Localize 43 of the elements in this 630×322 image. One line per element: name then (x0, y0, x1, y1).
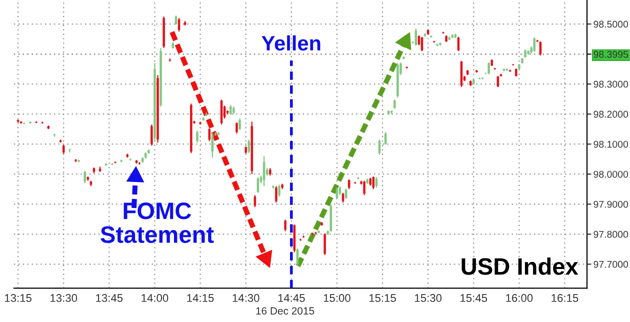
y-tick-label: 98.5000 (594, 20, 628, 28)
y-tick-label: 98.3995 (594, 50, 628, 58)
x-tick-label: 16:00 (506, 294, 533, 302)
y-tick-label: 97.7000 (594, 260, 628, 268)
candlestick (196, 130, 198, 144)
candlestick (278, 184, 280, 198)
candlestick (150, 124, 153, 146)
candlestick (199, 121, 202, 126)
candlestick (208, 128, 211, 142)
ref-line-label: Yellen (262, 35, 320, 51)
candlestick (238, 118, 241, 130)
y-tick-label: 98.2000 (594, 110, 628, 118)
candlestick (248, 139, 250, 154)
candlestick (275, 186, 278, 204)
y-tick-label: 98.3000 (594, 80, 628, 88)
x-tick-label: 16:15 (552, 294, 578, 302)
candlestick (488, 62, 490, 75)
candlestick (236, 122, 238, 134)
x-tick-label: 13:45 (96, 294, 123, 302)
x-tick-label: 13:15 (4, 294, 32, 302)
x-tick-label: 15:30 (415, 294, 442, 302)
candlestick (394, 99, 396, 110)
x-axis-title: 16 Dec 2015 (256, 307, 314, 315)
candlestick (363, 180, 366, 196)
candlestick (230, 104, 232, 116)
annotation: FOMC Statement (100, 202, 214, 243)
candlestick (284, 219, 286, 232)
x-tick-label: 15:00 (324, 294, 350, 302)
y-tick-label: 98.0000 (594, 170, 628, 178)
y-tick-label: 97.8000 (594, 230, 628, 238)
candlestick (533, 36, 536, 52)
x-tick-label: 14:15 (187, 294, 214, 302)
candlestick (324, 233, 326, 256)
x-tick-label: 15:45 (460, 294, 488, 302)
candlestick (84, 170, 86, 184)
x-tick-label: 15:15 (369, 294, 396, 302)
text: USD Index (462, 258, 578, 275)
x-tick-label: 14:45 (278, 294, 305, 302)
x-tick-label: 13:30 (50, 294, 78, 302)
y-tick-label: 98.1000 (594, 140, 628, 148)
x-tick-label: 14:00 (142, 294, 168, 302)
x-tick-label: 14:30 (232, 294, 260, 302)
y-tick-label: 97.9000 (594, 200, 628, 208)
